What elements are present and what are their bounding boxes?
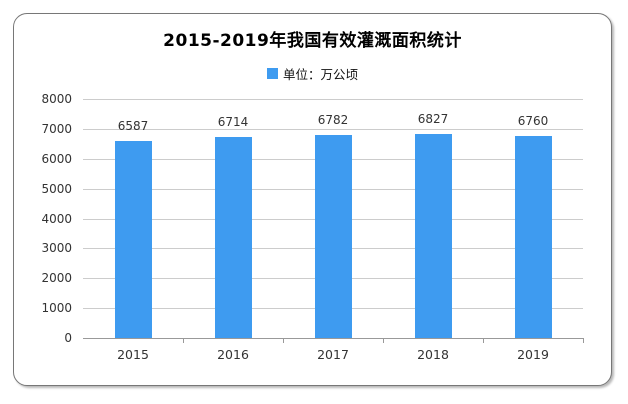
legend-swatch-icon: [266, 68, 278, 79]
bar-value-label: 6760: [517, 114, 549, 128]
bar-value-label: 6827: [417, 112, 449, 126]
x-axis-tick-label: 2018: [417, 347, 449, 362]
bar-value-label: 6782: [317, 113, 349, 127]
bar-2019: [514, 136, 552, 338]
bar-2018: [414, 134, 452, 338]
x-axis-tick-mark: [483, 338, 484, 343]
gridline: [83, 128, 583, 130]
x-axis-tick-mark: [383, 338, 384, 343]
x-axis-tick-mark: [583, 338, 584, 343]
x-axis-tick-label: 2015: [117, 347, 149, 362]
x-axis-tick-label: 2016: [217, 347, 249, 362]
y-axis-tick-label: 7000: [41, 121, 72, 136]
x-axis-baseline: [83, 338, 583, 339]
chart-title: 2015-2019年我国有效灌溉面积统计: [163, 31, 462, 51]
x-axis-tick-mark: [183, 338, 184, 343]
y-axis-tick-label: 2000: [41, 271, 72, 286]
bar-2015: [114, 141, 152, 338]
y-axis-tick-label: 5000: [41, 181, 72, 196]
y-axis-tick-label: 0: [64, 331, 72, 345]
y-axis-tick-label: 4000: [41, 211, 72, 226]
plot-area: 6587 6714 6782 6827 6760: [83, 99, 583, 339]
y-axis-tick-label: 8000: [41, 92, 72, 106]
x-axis-tick-label: 2019: [517, 347, 549, 362]
legend-label: 单位：万公顷: [282, 67, 358, 82]
y-axis-tick-label: 3000: [41, 241, 72, 256]
bar-2016: [214, 137, 252, 338]
bar-value-label: 6714: [217, 115, 249, 129]
gridline: [83, 99, 583, 100]
chart-card: 2015-2019年我国有效灌溉面积统计 单位：万公顷 6587 6714 6782…: [13, 13, 612, 386]
bar-2017: [314, 135, 352, 338]
chart-legend: 单位：万公顷: [14, 64, 611, 83]
y-axis-tick-label: 6000: [41, 151, 72, 166]
x-axis-tick-mark: [283, 338, 284, 343]
y-axis-tick-label: 1000: [41, 301, 72, 316]
bar-value-label: 6587: [117, 119, 149, 133]
x-axis-tick-label: 2017: [317, 347, 349, 362]
